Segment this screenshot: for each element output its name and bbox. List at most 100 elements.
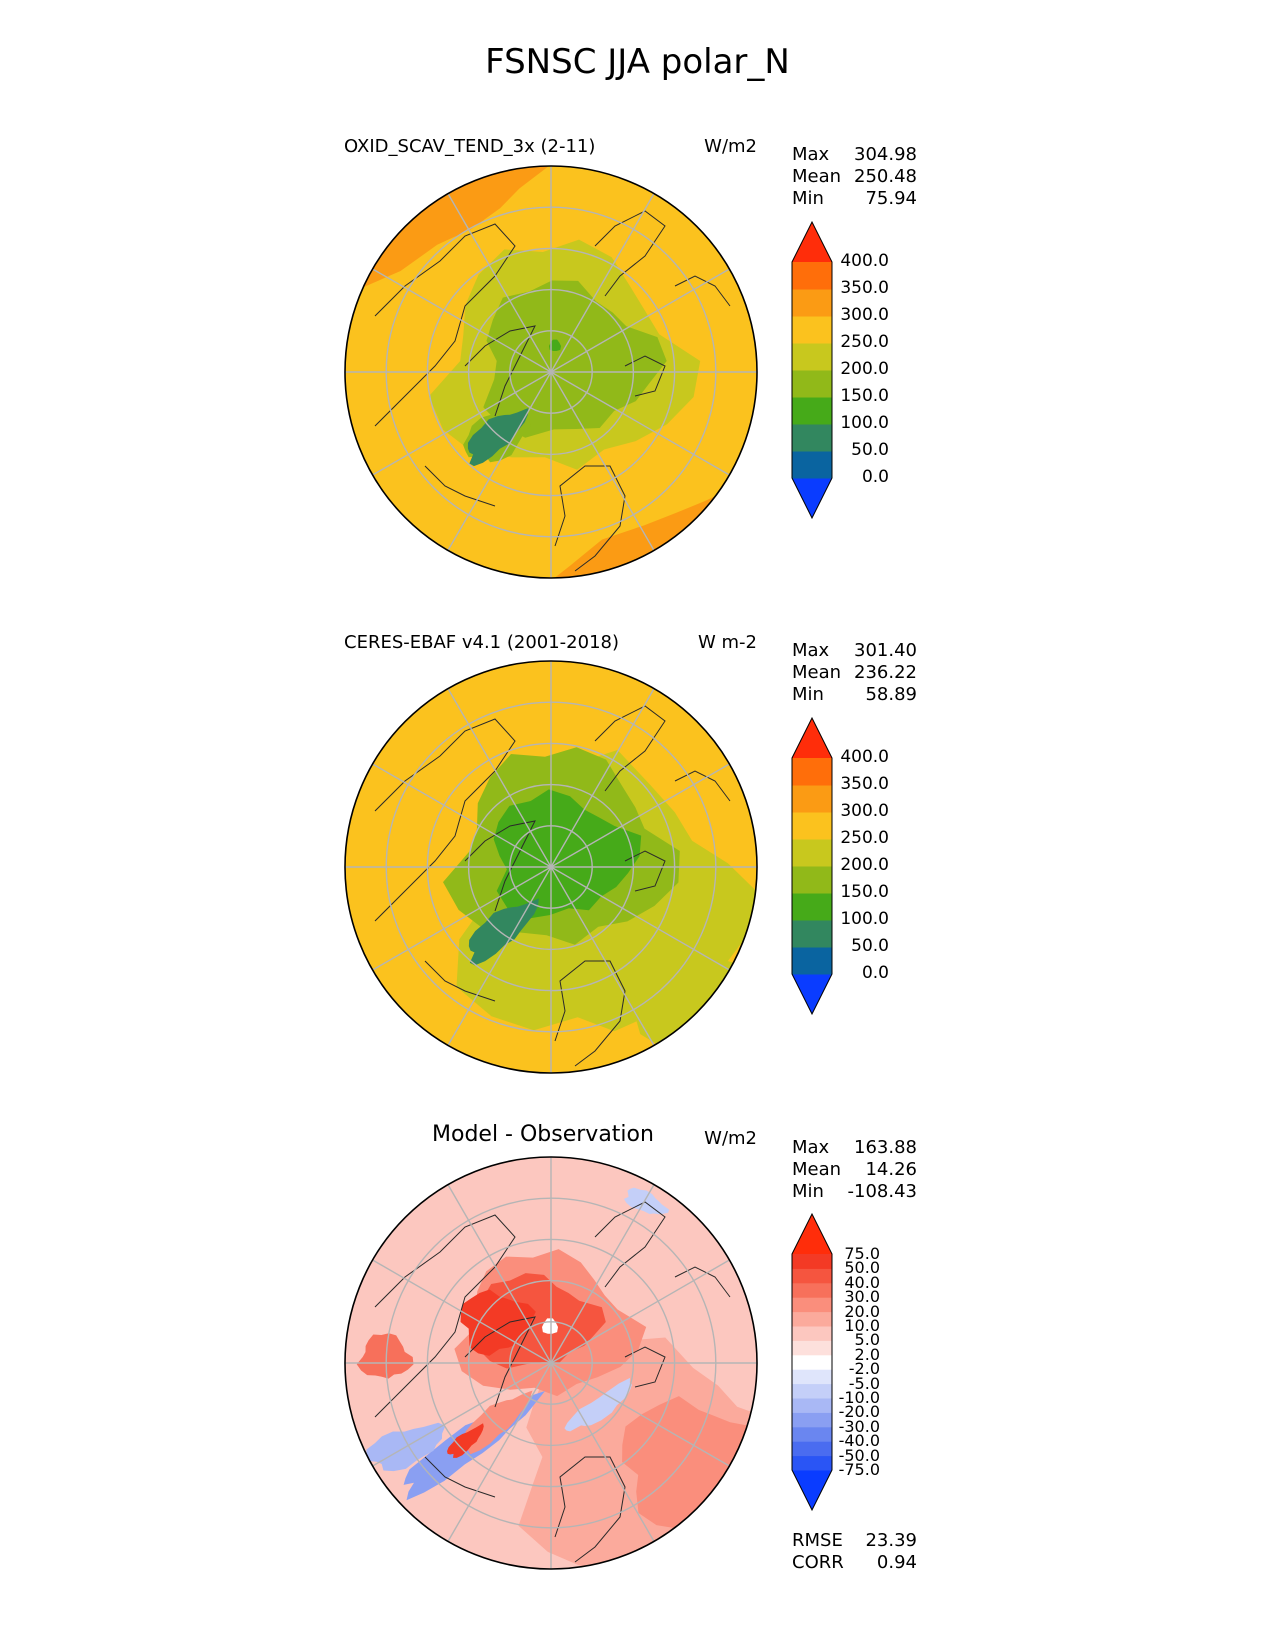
colorbar-segment bbox=[792, 1311, 832, 1327]
colorbar-tick-label: -75.0 bbox=[838, 1460, 880, 1479]
colorbar-tick-label: 150.0 bbox=[840, 386, 889, 406]
colorbar-outline bbox=[791, 1212, 833, 1512]
colorbar-extend-min bbox=[792, 1470, 832, 1510]
colorbar-segment bbox=[792, 893, 832, 921]
colorbar-tick-label: 2.0 bbox=[854, 1344, 880, 1364]
colorbar-extend-max bbox=[792, 222, 832, 262]
panel-3-stats: Max 163.88 Mean 14.26 Min -108.43 bbox=[792, 1137, 917, 1203]
coastline bbox=[554, 960, 626, 1067]
coastline bbox=[594, 210, 666, 297]
panel-1-polar-map bbox=[344, 165, 758, 579]
colorbar-tick-label: 50.0 bbox=[851, 936, 889, 956]
colorbar-tick-label: -10.0 bbox=[838, 1388, 880, 1407]
metric-corr-label: CORR bbox=[792, 1552, 844, 1573]
panel-3-polar-map bbox=[344, 1156, 758, 1570]
colorbar-segment bbox=[792, 947, 832, 975]
colorbar-tick-label: 200.0 bbox=[840, 359, 889, 379]
colorbar-segment bbox=[792, 1398, 832, 1413]
stat-mean-label: Mean bbox=[792, 1159, 842, 1180]
colorbar-tick-label: 400.0 bbox=[840, 747, 889, 767]
field-layer bbox=[345, 166, 757, 578]
coastline bbox=[374, 718, 516, 922]
colorbar-tick-label: -5.0 bbox=[848, 1373, 880, 1393]
colorbar-tick-label: 150.0 bbox=[840, 882, 889, 902]
colorbar-segment bbox=[792, 1412, 832, 1428]
map-boundary bbox=[344, 660, 758, 1074]
colorbar-tick-label: 30.0 bbox=[844, 1287, 880, 1307]
panel-3-units: W/m2 bbox=[704, 1128, 757, 1149]
colorbar-segment bbox=[792, 1282, 832, 1298]
panel-3-colorbar bbox=[791, 1212, 833, 1512]
coastline bbox=[464, 1316, 536, 1408]
colorbar-segment bbox=[792, 289, 832, 317]
colorbar-segment bbox=[792, 370, 832, 398]
colorbar-tick-label: -2.0 bbox=[848, 1359, 880, 1379]
meridian-line bbox=[372, 268, 730, 476]
panel-2-units: W m-2 bbox=[697, 632, 757, 653]
stat-mean-value: 14.26 bbox=[865, 1159, 917, 1180]
coastline bbox=[624, 1346, 666, 1388]
field-layer bbox=[345, 661, 757, 1073]
colorbar-extend-max bbox=[792, 1214, 832, 1254]
field-region bbox=[467, 408, 529, 467]
coastline bbox=[464, 820, 536, 912]
panel-1-colorbar bbox=[791, 220, 833, 520]
stat-min-label: Min bbox=[792, 684, 824, 705]
metric-rmse-label: RMSE bbox=[792, 1530, 843, 1551]
panel-1-units: W/m2 bbox=[704, 136, 757, 157]
colorbar-segment bbox=[792, 1369, 832, 1385]
colorbar-segment bbox=[792, 1426, 832, 1442]
stat-mean-value: 250.48 bbox=[854, 166, 917, 187]
stat-max-label: Max bbox=[792, 144, 830, 165]
stat-max-value: 301.40 bbox=[854, 640, 917, 661]
panel-3-title: Model - Observation bbox=[432, 1122, 654, 1147]
stat-max-label: Max bbox=[792, 640, 830, 661]
colorbar-tick-label: 10.0 bbox=[844, 1316, 880, 1335]
colorbar-segment bbox=[792, 758, 832, 786]
colorbar-segment bbox=[792, 1340, 832, 1356]
colorbar-tick-label: 5.0 bbox=[854, 1330, 880, 1350]
stat-mean-label: Mean bbox=[792, 166, 842, 187]
colorbar-segment bbox=[792, 839, 832, 867]
colorbar-tick-label: 100.0 bbox=[840, 909, 889, 929]
coastline bbox=[464, 325, 536, 417]
field-region bbox=[465, 1390, 533, 1455]
panel-2-colorbar bbox=[791, 716, 833, 1016]
colorbar-tick-label: 200.0 bbox=[840, 855, 889, 875]
colorbar-tick-label: -50.0 bbox=[838, 1445, 880, 1465]
colorbar-segment bbox=[792, 262, 832, 290]
field-region bbox=[468, 898, 539, 966]
colorbar-tick-label: 350.0 bbox=[840, 278, 889, 298]
meridian-line bbox=[372, 1259, 730, 1467]
colorbar-tick-label: 50.0 bbox=[844, 1258, 880, 1278]
colorbar-outline bbox=[791, 220, 833, 520]
colorbar-segment bbox=[792, 451, 832, 479]
stat-min-value: 75.94 bbox=[865, 188, 917, 209]
panel-2-polar-map bbox=[344, 660, 758, 1074]
coastline bbox=[594, 705, 666, 792]
stat-mean-label: Mean bbox=[792, 662, 842, 683]
stat-mean-value: 236.22 bbox=[854, 662, 917, 683]
stat-min-value: -108.43 bbox=[847, 1181, 917, 1202]
colorbar-segment bbox=[792, 1354, 832, 1370]
stat-max-value: 163.88 bbox=[854, 1137, 917, 1158]
colorbar-tick-label: -20.0 bbox=[838, 1402, 880, 1422]
panel-3-metrics: RMSE 23.39 CORR 0.94 bbox=[792, 1530, 917, 1574]
field-region bbox=[356, 1333, 414, 1379]
colorbar-tick-label: -30.0 bbox=[838, 1416, 880, 1436]
colorbar-tick-label: 75.0 bbox=[844, 1244, 880, 1263]
metric-rmse-value: 23.39 bbox=[865, 1530, 917, 1551]
colorbar-segment bbox=[792, 1326, 832, 1341]
coastline bbox=[674, 1266, 731, 1298]
coastline bbox=[674, 275, 731, 307]
colorbar-segment bbox=[792, 866, 832, 894]
field-region bbox=[623, 1187, 670, 1215]
colorbar-outline bbox=[791, 716, 833, 1016]
coastline bbox=[424, 960, 496, 1002]
coastline bbox=[374, 223, 516, 427]
coastline bbox=[594, 1201, 666, 1288]
panel-2-title: CERES-EBAF v4.1 (2001-2018) bbox=[344, 632, 620, 653]
colorbar-segment bbox=[792, 1254, 832, 1269]
colorbar-tick-label: 250.0 bbox=[840, 828, 889, 848]
colorbar-segment bbox=[792, 1441, 832, 1457]
